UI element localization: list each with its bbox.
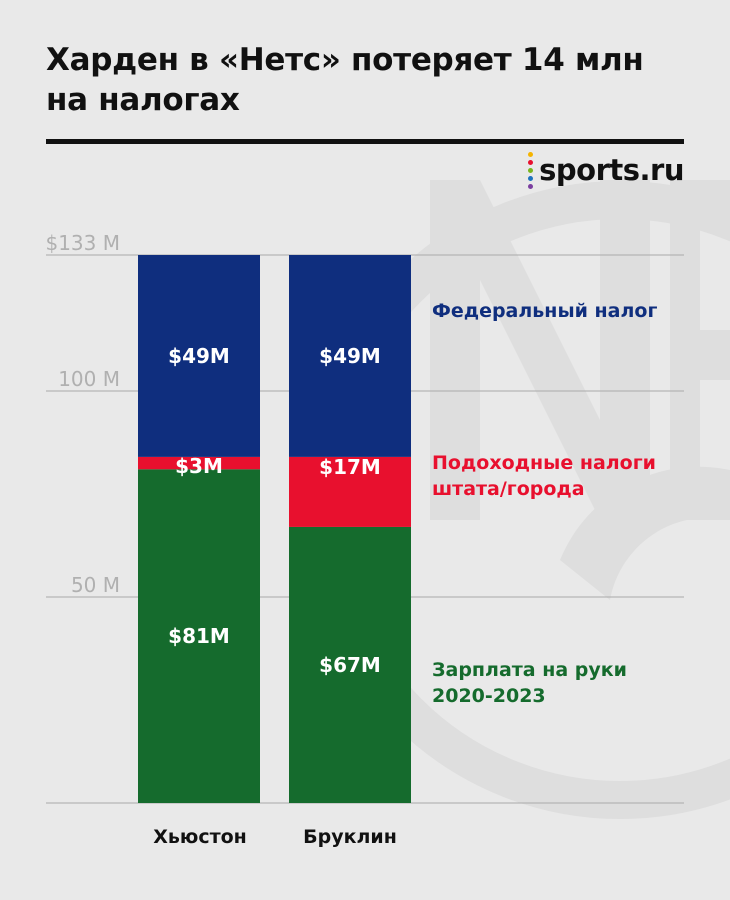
sports-ru-logo: sports.ru — [528, 150, 684, 190]
chart-title: Харден в «Нетс» потеряет 14 млн на налог… — [46, 42, 644, 118]
bar-value-label-0-0: $81M — [168, 624, 230, 648]
legend-net-salary: Зарплата на руки 2020-2023 — [432, 657, 627, 709]
legend-federal-tax: Федеральный налог — [432, 298, 657, 324]
bar-segment-1-2 — [289, 255, 411, 457]
bar-segment-0-0 — [138, 469, 260, 803]
title-rule — [46, 139, 684, 144]
logo-dot-2 — [528, 167, 534, 173]
y-tick-label-0: 50 M — [71, 573, 120, 597]
logo-dot-3 — [528, 175, 534, 181]
bar-segment-0-2 — [138, 255, 260, 457]
bar-segment-1-1 — [289, 456, 411, 527]
legend-federal-tax-line-1: Федеральный налог — [432, 300, 658, 322]
bar-value-label-0-1: $3M — [175, 454, 223, 478]
bar-segment-1-0 — [289, 526, 411, 803]
logo-dots-icon — [528, 151, 534, 189]
bar-value-label-1-1: $17M — [319, 455, 381, 479]
logo-dot-4 — [528, 183, 534, 189]
legend-state-city-tax: Подоходные налоги штата/города — [432, 450, 656, 502]
bar-segment-0-1 — [138, 456, 260, 470]
logo-dot-0 — [528, 151, 534, 157]
logo-text: sports.ru — [539, 153, 684, 187]
category-label-brooklyn: Бруклин — [303, 826, 397, 848]
legend-net-salary-line-2: 2020-2023 — [432, 685, 546, 707]
bar-value-label-0-2: $49M — [168, 344, 230, 368]
bar-value-label-1-2: $49M — [319, 344, 381, 368]
category-label-houston: Хьюстон — [153, 826, 247, 848]
y-tick-label-2: $133 M — [45, 231, 120, 255]
y-tick-label-1: 100 M — [58, 367, 120, 391]
legend-state-city-tax-line-2: штата/города — [432, 478, 585, 500]
legend-state-city-tax-line-1: Подоходные налоги — [432, 452, 656, 474]
logo-dot-1 — [528, 159, 534, 165]
bar-value-label-1-0: $67M — [319, 653, 381, 677]
legend-net-salary-line-1: Зарплата на руки — [432, 659, 627, 681]
